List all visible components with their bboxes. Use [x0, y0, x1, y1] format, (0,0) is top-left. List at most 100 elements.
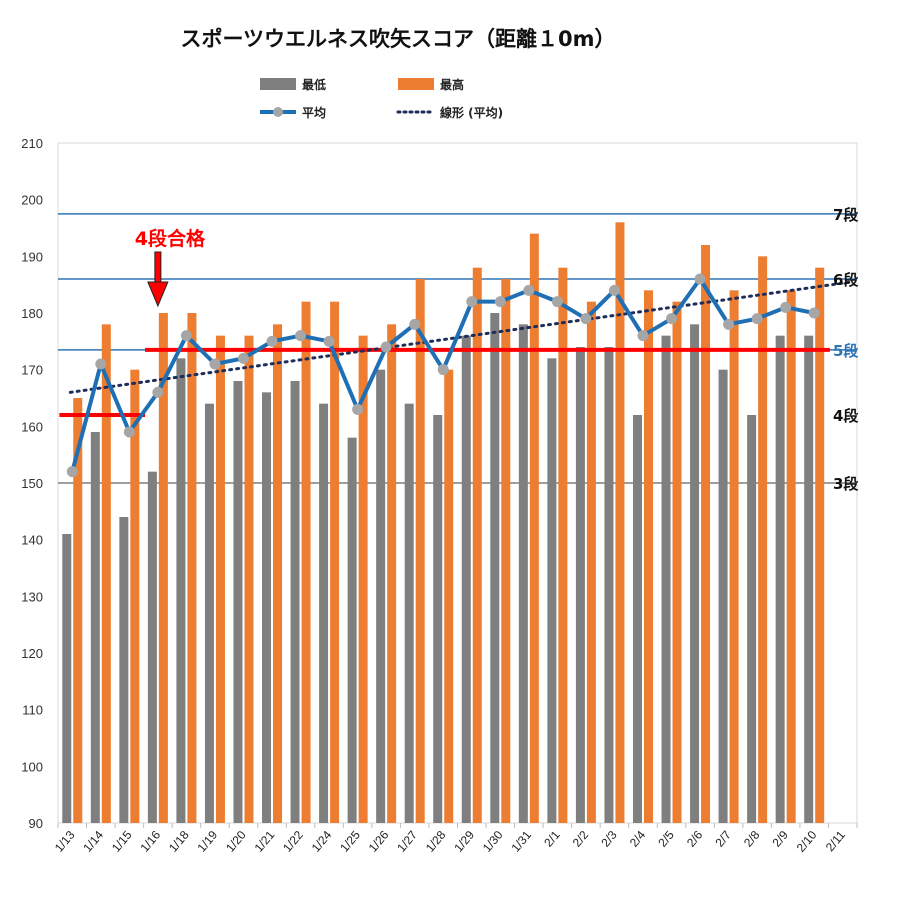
- trendline: [68, 280, 854, 394]
- bar-min: [461, 335, 471, 823]
- x-tick-label: 2/1: [541, 828, 563, 850]
- x-tick-label: 1/19: [195, 828, 221, 855]
- average-point: [551, 296, 563, 308]
- average-point: [523, 284, 535, 296]
- bar-min: [575, 347, 585, 823]
- bar-max: [273, 324, 283, 823]
- bar-min: [347, 437, 357, 823]
- bar-max: [73, 398, 83, 823]
- y-tick-label: 110: [22, 703, 43, 718]
- annotation: 4段合格: [135, 227, 206, 308]
- bar-max: [130, 369, 140, 823]
- bar-max: [672, 301, 682, 824]
- average-point: [637, 330, 649, 342]
- bar-max: [158, 313, 168, 823]
- legend: 最低 最高 平均 線形 (平均): [260, 77, 503, 120]
- x-tick-label: 1/18: [166, 828, 192, 855]
- x-tick-label: 2/3: [598, 828, 620, 850]
- y-tick-label: 180: [21, 306, 43, 321]
- legend-swatch-max: [398, 78, 434, 90]
- level-label: 6段: [833, 271, 858, 289]
- average-point: [694, 273, 706, 285]
- bar-max: [387, 324, 397, 823]
- bar-max: [558, 267, 568, 824]
- average-point: [466, 296, 478, 308]
- bar-max: [215, 335, 225, 823]
- bar-min: [147, 471, 157, 823]
- bar-max: [758, 256, 768, 823]
- bar-max: [472, 267, 482, 824]
- annotation-arrow-shaft: [154, 251, 162, 283]
- legend-label-min: 最低: [302, 77, 326, 92]
- level-label: 5段: [833, 342, 858, 360]
- bar-max: [244, 335, 254, 823]
- bar-min: [62, 534, 72, 823]
- bar-min: [90, 432, 100, 823]
- x-tick-label: 1/28: [423, 828, 449, 855]
- bar-min: [718, 369, 728, 823]
- bar-min: [319, 403, 329, 823]
- bar-min: [518, 324, 528, 823]
- bar-min: [233, 381, 243, 823]
- bar-max: [529, 233, 539, 823]
- chart-title: スポーツウエルネス吹矢スコア（距離１0m）: [180, 27, 615, 51]
- annotation-text: 4段合格: [135, 227, 206, 250]
- bar-max: [701, 245, 711, 823]
- y-tick-label: 100: [21, 759, 43, 774]
- x-tick-label: 1/30: [480, 828, 506, 855]
- annotation-arrow-head: [147, 281, 169, 308]
- y-tick-label: 120: [21, 646, 43, 661]
- legend-label-max: 最高: [440, 77, 464, 92]
- bar-min: [490, 313, 500, 823]
- average-point: [666, 313, 678, 325]
- bar-max: [187, 313, 197, 823]
- x-tick-label: 1/14: [80, 828, 106, 855]
- bar-max: [786, 290, 796, 823]
- average-point: [723, 318, 735, 330]
- bar-min: [661, 335, 671, 823]
- x-tick-label: 2/8: [741, 828, 763, 850]
- y-tick-label: 140: [21, 533, 43, 548]
- bar-max: [815, 267, 825, 824]
- bar-max: [301, 301, 311, 824]
- bar-min: [119, 517, 129, 823]
- average-point: [323, 335, 335, 347]
- x-tick-label: 1/31: [508, 828, 534, 855]
- bar-min: [547, 358, 557, 823]
- y-tick-label: 160: [21, 419, 43, 434]
- average-point: [180, 330, 192, 342]
- average-point: [66, 466, 78, 478]
- average-point: [352, 403, 364, 415]
- bar-min: [290, 381, 300, 823]
- legend-label-avg: 平均: [302, 105, 326, 120]
- average-point: [152, 386, 164, 398]
- level-label: 4段: [833, 407, 858, 425]
- bar-min: [176, 358, 186, 823]
- x-tick-label: 2/5: [655, 828, 677, 850]
- bar-min: [404, 403, 414, 823]
- level-labels: 7段 6段 5段 4段 3段: [833, 206, 858, 493]
- x-tick-label: 1/15: [109, 828, 135, 855]
- x-tick-label: 2/11: [823, 828, 848, 854]
- bar-max: [729, 290, 739, 823]
- x-tick-label: 2/10: [794, 828, 820, 855]
- average-point: [237, 352, 249, 364]
- x-tick-label: 1/26: [366, 828, 392, 855]
- bar-max: [415, 279, 425, 823]
- bar-max: [586, 301, 596, 824]
- average-line: [66, 273, 854, 478]
- x-tick-label: 2/6: [684, 828, 706, 850]
- x-tick-label: 2/4: [627, 828, 649, 850]
- average-point: [580, 313, 592, 325]
- legend-swatch-avg-marker: [273, 107, 283, 117]
- bars: [62, 222, 825, 824]
- x-tick-label: 1/21: [252, 828, 278, 855]
- y-tick-label: 170: [21, 363, 43, 378]
- bar-min: [604, 347, 614, 823]
- bar-max: [501, 279, 511, 823]
- average-point: [608, 284, 620, 296]
- bar-min: [433, 415, 443, 823]
- average-point: [751, 313, 763, 325]
- bar-min: [690, 324, 700, 823]
